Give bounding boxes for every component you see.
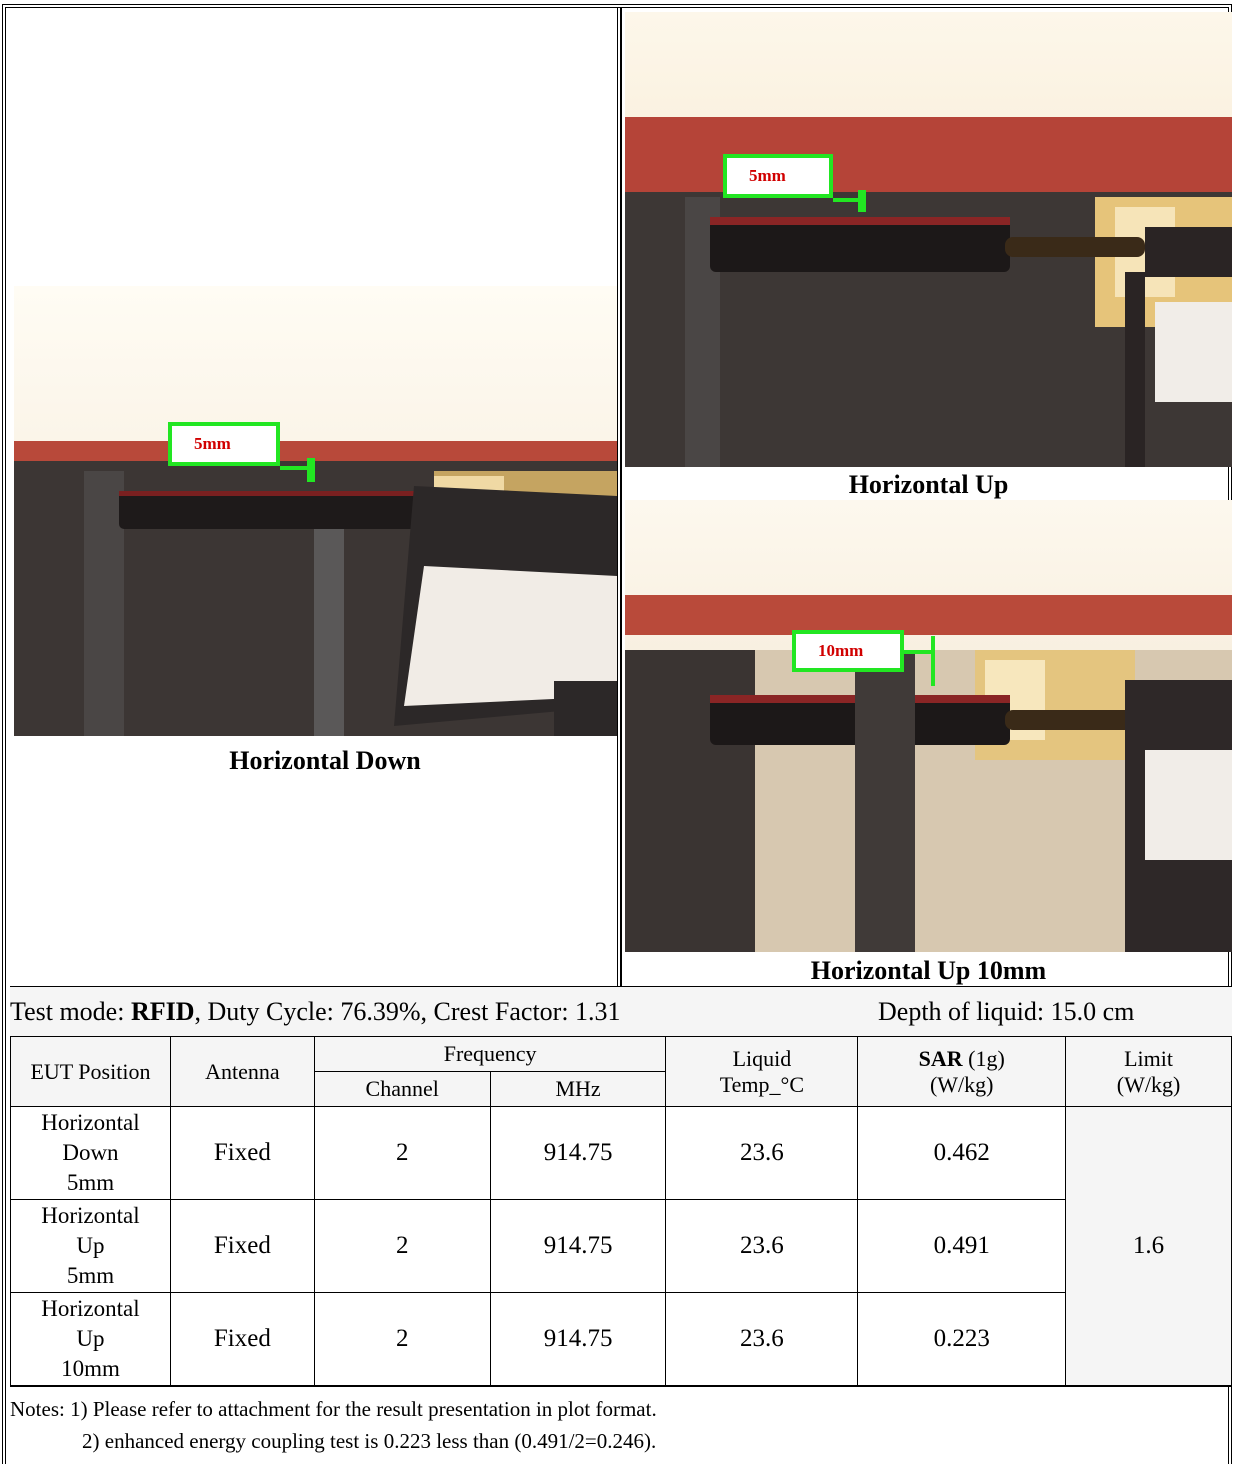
cell-channel: 2 xyxy=(313,1106,491,1200)
cell-limit: 1.6 xyxy=(1065,1106,1232,1386)
table-row: Horizontal Up 10mm Fixed 2 914.75 23.6 0… xyxy=(10,1292,1232,1386)
cell-sar: 0.491 xyxy=(857,1199,1067,1293)
cell-mhz: 914.75 xyxy=(489,1199,667,1293)
caption-horizontal-down: Horizontal Down xyxy=(229,746,421,775)
header-row-2: Channel MHz xyxy=(11,1071,1232,1107)
caption-horizontal-up: Horizontal Up xyxy=(848,470,1009,499)
header-eut-position: EUT Position xyxy=(10,1036,171,1107)
cell-eut-position: Horizontal Up 5mm xyxy=(10,1199,171,1293)
photo-horizontal-up-10mm xyxy=(625,500,1232,952)
test-mode-value: RFID xyxy=(130,997,195,1026)
photo-scene-up xyxy=(625,12,1232,467)
distance-label-up-10mm: 10mm xyxy=(792,630,904,672)
note-line-2: 2) enhanced energy coupling test is 0.22… xyxy=(82,1429,657,1453)
photo-horizontal-down xyxy=(14,286,617,736)
cell-sar: 0.462 xyxy=(857,1106,1067,1200)
cell-mhz: 914.75 xyxy=(489,1106,667,1200)
header-mhz: MHz xyxy=(489,1071,667,1107)
cell-temp: 23.6 xyxy=(665,1106,859,1200)
header-row-1: EUT Position Antenna Frequency Liquid Te… xyxy=(10,1036,1232,1107)
distance-arrow-up xyxy=(858,190,866,212)
header-sar: SAR (1g) (W/kg) xyxy=(857,1036,1067,1107)
cell-sar: 0.223 xyxy=(857,1292,1067,1386)
distance-arrow-up-10mm xyxy=(931,636,935,686)
cell-antenna: Fixed xyxy=(169,1199,315,1293)
distance-marker-up-10mm xyxy=(904,650,934,654)
panel-horizontal-down: 5mm Horizontal Down xyxy=(10,8,617,1018)
distance-marker-down xyxy=(280,466,314,470)
header-limit: Limit (W/kg) xyxy=(1065,1036,1232,1107)
distance-label-up: 5mm xyxy=(723,154,833,198)
header-frequency: Frequency xyxy=(313,1036,667,1072)
cell-channel: 2 xyxy=(313,1292,491,1386)
liquid-depth: Depth of liquid: 15.0 cm xyxy=(878,997,1135,1026)
caption-horizontal-up-10mm: Horizontal Up 10mm xyxy=(810,956,1047,985)
cell-channel: 2 xyxy=(313,1199,491,1293)
results-table: EUT Position Antenna Frequency Liquid Te… xyxy=(10,1036,1232,1386)
cell-temp: 23.6 xyxy=(665,1292,859,1386)
header-channel: Channel xyxy=(313,1071,491,1107)
column-divider xyxy=(617,8,622,1018)
note-line-1: Notes: 1) Please refer to attachment for… xyxy=(10,1397,657,1421)
photo-horizontal-up xyxy=(625,12,1232,467)
notes: Notes: 1) Please refer to attachment for… xyxy=(10,1386,1232,1466)
test-mode-text: Test mode: RFID, Duty Cycle: 76.39%, Cre… xyxy=(10,997,621,1026)
header-antenna: Antenna xyxy=(169,1036,315,1107)
test-mode-row: Test mode: RFID, Duty Cycle: 76.39%, Cre… xyxy=(10,986,1232,1036)
photo-scene-down xyxy=(14,286,617,736)
cell-eut-position: Horizontal Down 5mm xyxy=(10,1106,171,1200)
table-row: Horizontal Down 5mm Fixed 2 914.75 23.6 … xyxy=(10,1106,1232,1386)
cell-antenna: Fixed xyxy=(169,1106,315,1200)
distance-marker-up xyxy=(833,198,863,202)
table-row: Horizontal Up 5mm Fixed 2 914.75 23.6 0.… xyxy=(10,1199,1232,1293)
distance-label-down: 5mm xyxy=(168,422,280,466)
cell-mhz: 914.75 xyxy=(489,1292,667,1386)
cell-temp: 23.6 xyxy=(665,1199,859,1293)
header-liquid-temp: Liquid Temp_°C xyxy=(665,1036,859,1107)
cell-eut-position: Horizontal Up 10mm xyxy=(10,1292,171,1386)
photo-scene-up-10mm xyxy=(625,500,1232,952)
cell-antenna: Fixed xyxy=(169,1292,315,1386)
distance-arrow-down xyxy=(307,458,315,482)
